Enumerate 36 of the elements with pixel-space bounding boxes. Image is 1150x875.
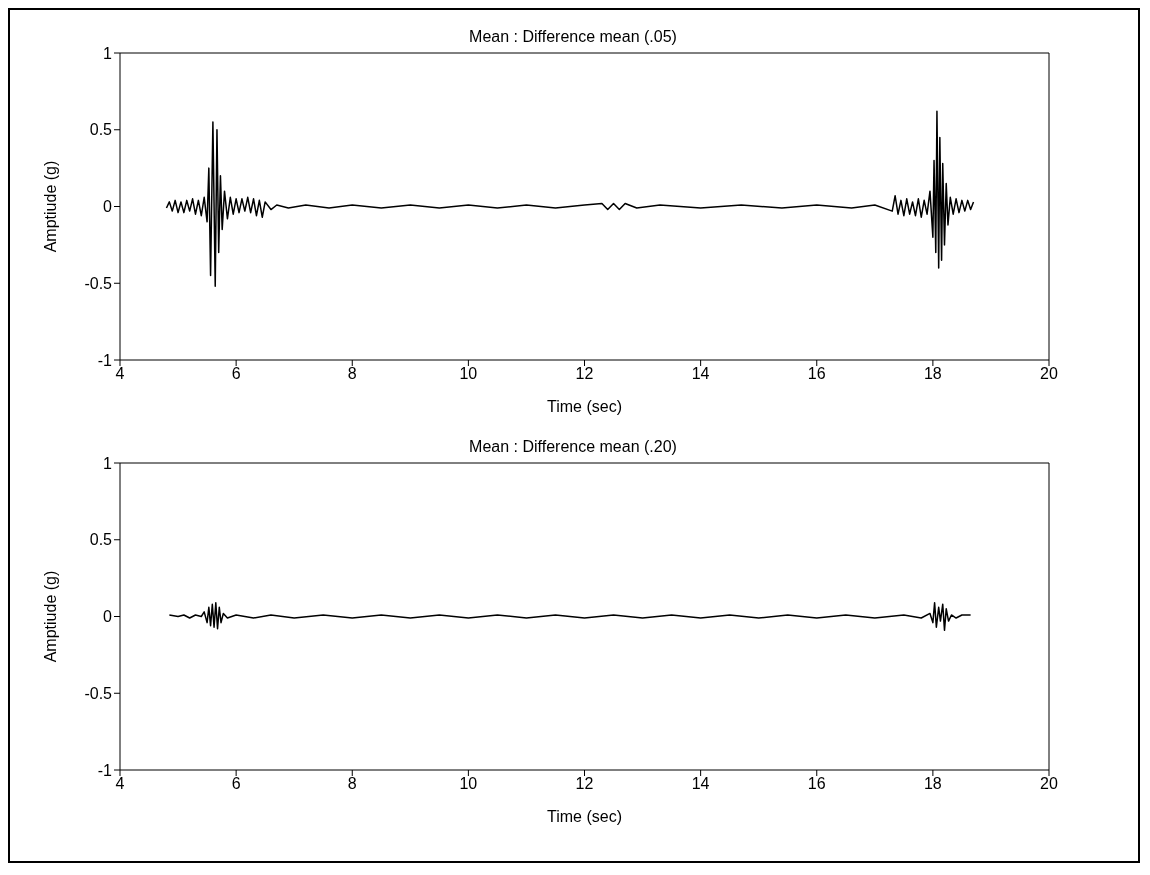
y-tick-label: 1 [103, 44, 113, 62]
y-tick-label: 0 [103, 608, 113, 626]
x-tick-label: 16 [807, 365, 826, 383]
x-tick-label: 8 [347, 365, 357, 383]
y-tick-label: -0.5 [84, 684, 113, 702]
x-tick-label: 12 [575, 775, 594, 793]
x-tick-label: 14 [691, 775, 710, 793]
x-tick-label: 14 [691, 365, 710, 383]
y-axis-title: Amptiude (g) [41, 570, 59, 663]
x-tick-label: 16 [807, 775, 826, 793]
y-tick-label: -1 [97, 761, 113, 779]
line-series [165, 110, 975, 288]
y-tick-label: 0.5 [89, 121, 113, 139]
x-tick-label: 10 [459, 775, 478, 793]
chart-title: Mean : Difference mean (.05) [468, 28, 678, 46]
x-tick-label: 6 [231, 365, 241, 383]
x-tick-label: 18 [923, 775, 942, 793]
x-tick-label: 8 [347, 775, 357, 793]
chart-title: Mean : Difference mean (.20) [468, 438, 678, 456]
x-tick-label: 20 [1040, 365, 1058, 383]
x-tick-label: 10 [459, 365, 478, 383]
x-tick-label: 12 [575, 365, 594, 383]
y-tick-label: -0.5 [84, 274, 113, 292]
x-tick-label: 4 [115, 775, 125, 793]
x-tick-label: 6 [231, 775, 241, 793]
x-tick-label: 4 [115, 365, 125, 383]
x-axis-title: Time (sec) [547, 398, 622, 415]
x-tick-label: 20 [1040, 775, 1058, 793]
x-axis-title: Time (sec) [547, 808, 622, 825]
line-series [168, 601, 972, 632]
y-tick-label: 1 [103, 454, 113, 472]
y-tick-label: 0 [103, 198, 113, 216]
y-tick-label: -1 [97, 351, 113, 369]
x-tick-label: 18 [923, 365, 942, 383]
y-axis-title: Amptiude (g) [41, 160, 59, 253]
y-tick-label: 0.5 [89, 531, 113, 549]
